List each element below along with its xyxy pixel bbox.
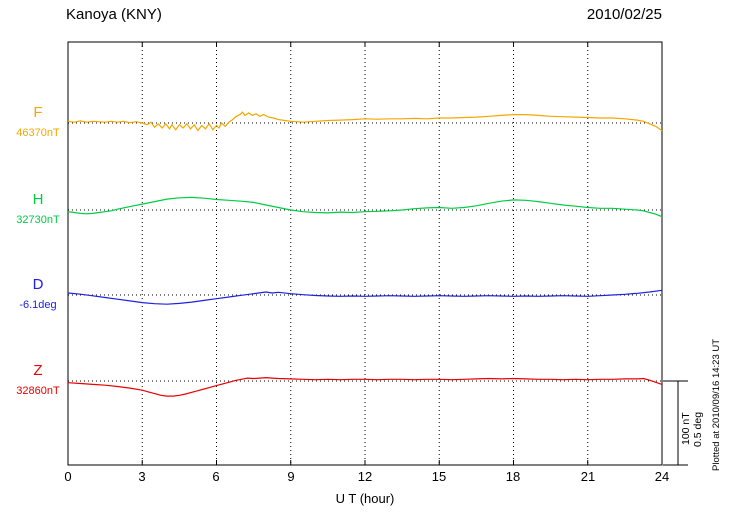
series-name-Z: Z (33, 362, 43, 379)
scale-label-deg: 0.5 deg (692, 411, 704, 447)
page-title: Kanoya (KNY) (66, 6, 162, 23)
trace-F (67, 111, 663, 132)
x-tick-3: 3 (138, 469, 146, 484)
date-label: 2010/02/25 (586, 6, 662, 23)
series-label-F: F 46370nT (6, 104, 70, 139)
x-tick-12: 12 (357, 469, 373, 484)
trace-H (67, 196, 663, 218)
x-tick-6: 6 (212, 469, 220, 484)
x-axis-label: U T (hour) (335, 491, 395, 506)
series-label-H: H 32730nT (6, 191, 70, 226)
series-label-Z: Z 32860nT (6, 362, 70, 397)
plot-frame (67, 41, 663, 466)
trace-D (67, 289, 663, 305)
series-baseline-H: 32730nT (16, 214, 60, 226)
x-tick-15: 15 (431, 469, 447, 484)
series-baseline-Z: 32860nT (16, 385, 60, 397)
series-baseline-D: -6.1deg (19, 299, 57, 311)
series-name-H: H (32, 191, 44, 208)
series-baseline-F: 46370nT (16, 127, 60, 139)
x-tick-0: 0 (64, 469, 72, 484)
plotted-at-note: Plotted at 2010/09/16 14:23 UT (711, 338, 722, 472)
x-tick-18: 18 (505, 469, 521, 484)
series-name-D: D (32, 276, 44, 293)
trace-Z (67, 376, 663, 397)
series-name-F: F (33, 104, 43, 121)
series-label-D: D -6.1deg (6, 276, 70, 311)
x-tick-24: 24 (654, 469, 670, 484)
x-tick-9: 9 (287, 469, 295, 484)
x-tick-21: 21 (580, 469, 596, 484)
